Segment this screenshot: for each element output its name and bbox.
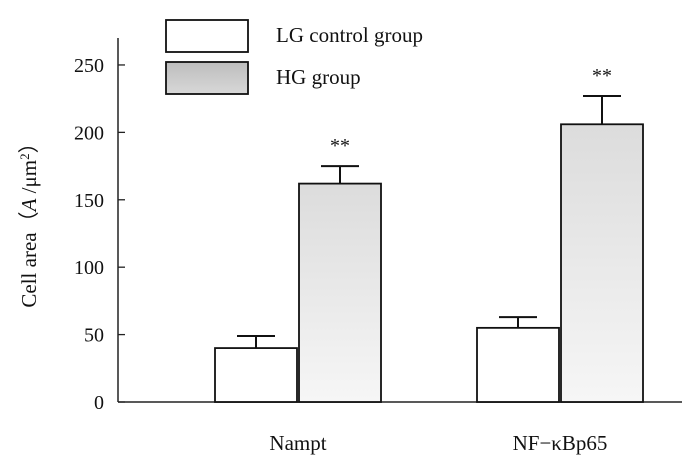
y-tick-label: 50 — [84, 325, 104, 347]
bars — [214, 94, 644, 403]
bar-hg — [560, 123, 644, 403]
x-tick-label: Nampt — [269, 431, 326, 455]
legend-label-lg: LG control group — [276, 23, 423, 47]
y-axis-label-italic: A — [17, 198, 41, 213]
legend-swatch-lg — [165, 19, 249, 53]
legend: LG control group HG group — [165, 19, 423, 95]
y-axis-label-suffix: ） — [17, 132, 41, 153]
y-tick-label: 150 — [74, 190, 104, 212]
legend-label-hg: HG group — [276, 65, 361, 89]
y-tick-label: 250 — [74, 55, 104, 77]
legend-swatch-hg — [165, 61, 249, 95]
bar-lg — [214, 347, 298, 403]
labels: 0 50 100 150 200 250 Cell area（A /μm2） ** Nampt *… — [17, 55, 613, 455]
y-axis-label-prefix: Cell area（ — [17, 211, 41, 307]
y-axis-label-unit: /μm — [17, 160, 41, 199]
bar-lg — [476, 326, 560, 403]
y-axis-label: Cell area（A /μm2） — [17, 132, 42, 307]
x-tick-label: NF−κBp65 — [513, 431, 608, 455]
bar-hg — [298, 182, 382, 403]
y-axis-label-superscript: 2 — [17, 153, 32, 160]
significance-marker: ** — [592, 65, 612, 87]
y-tick-label: 0 — [94, 392, 104, 414]
significance-marker: ** — [330, 135, 350, 157]
y-tick-label: 100 — [74, 257, 104, 279]
y-tick-label: 200 — [74, 122, 104, 144]
